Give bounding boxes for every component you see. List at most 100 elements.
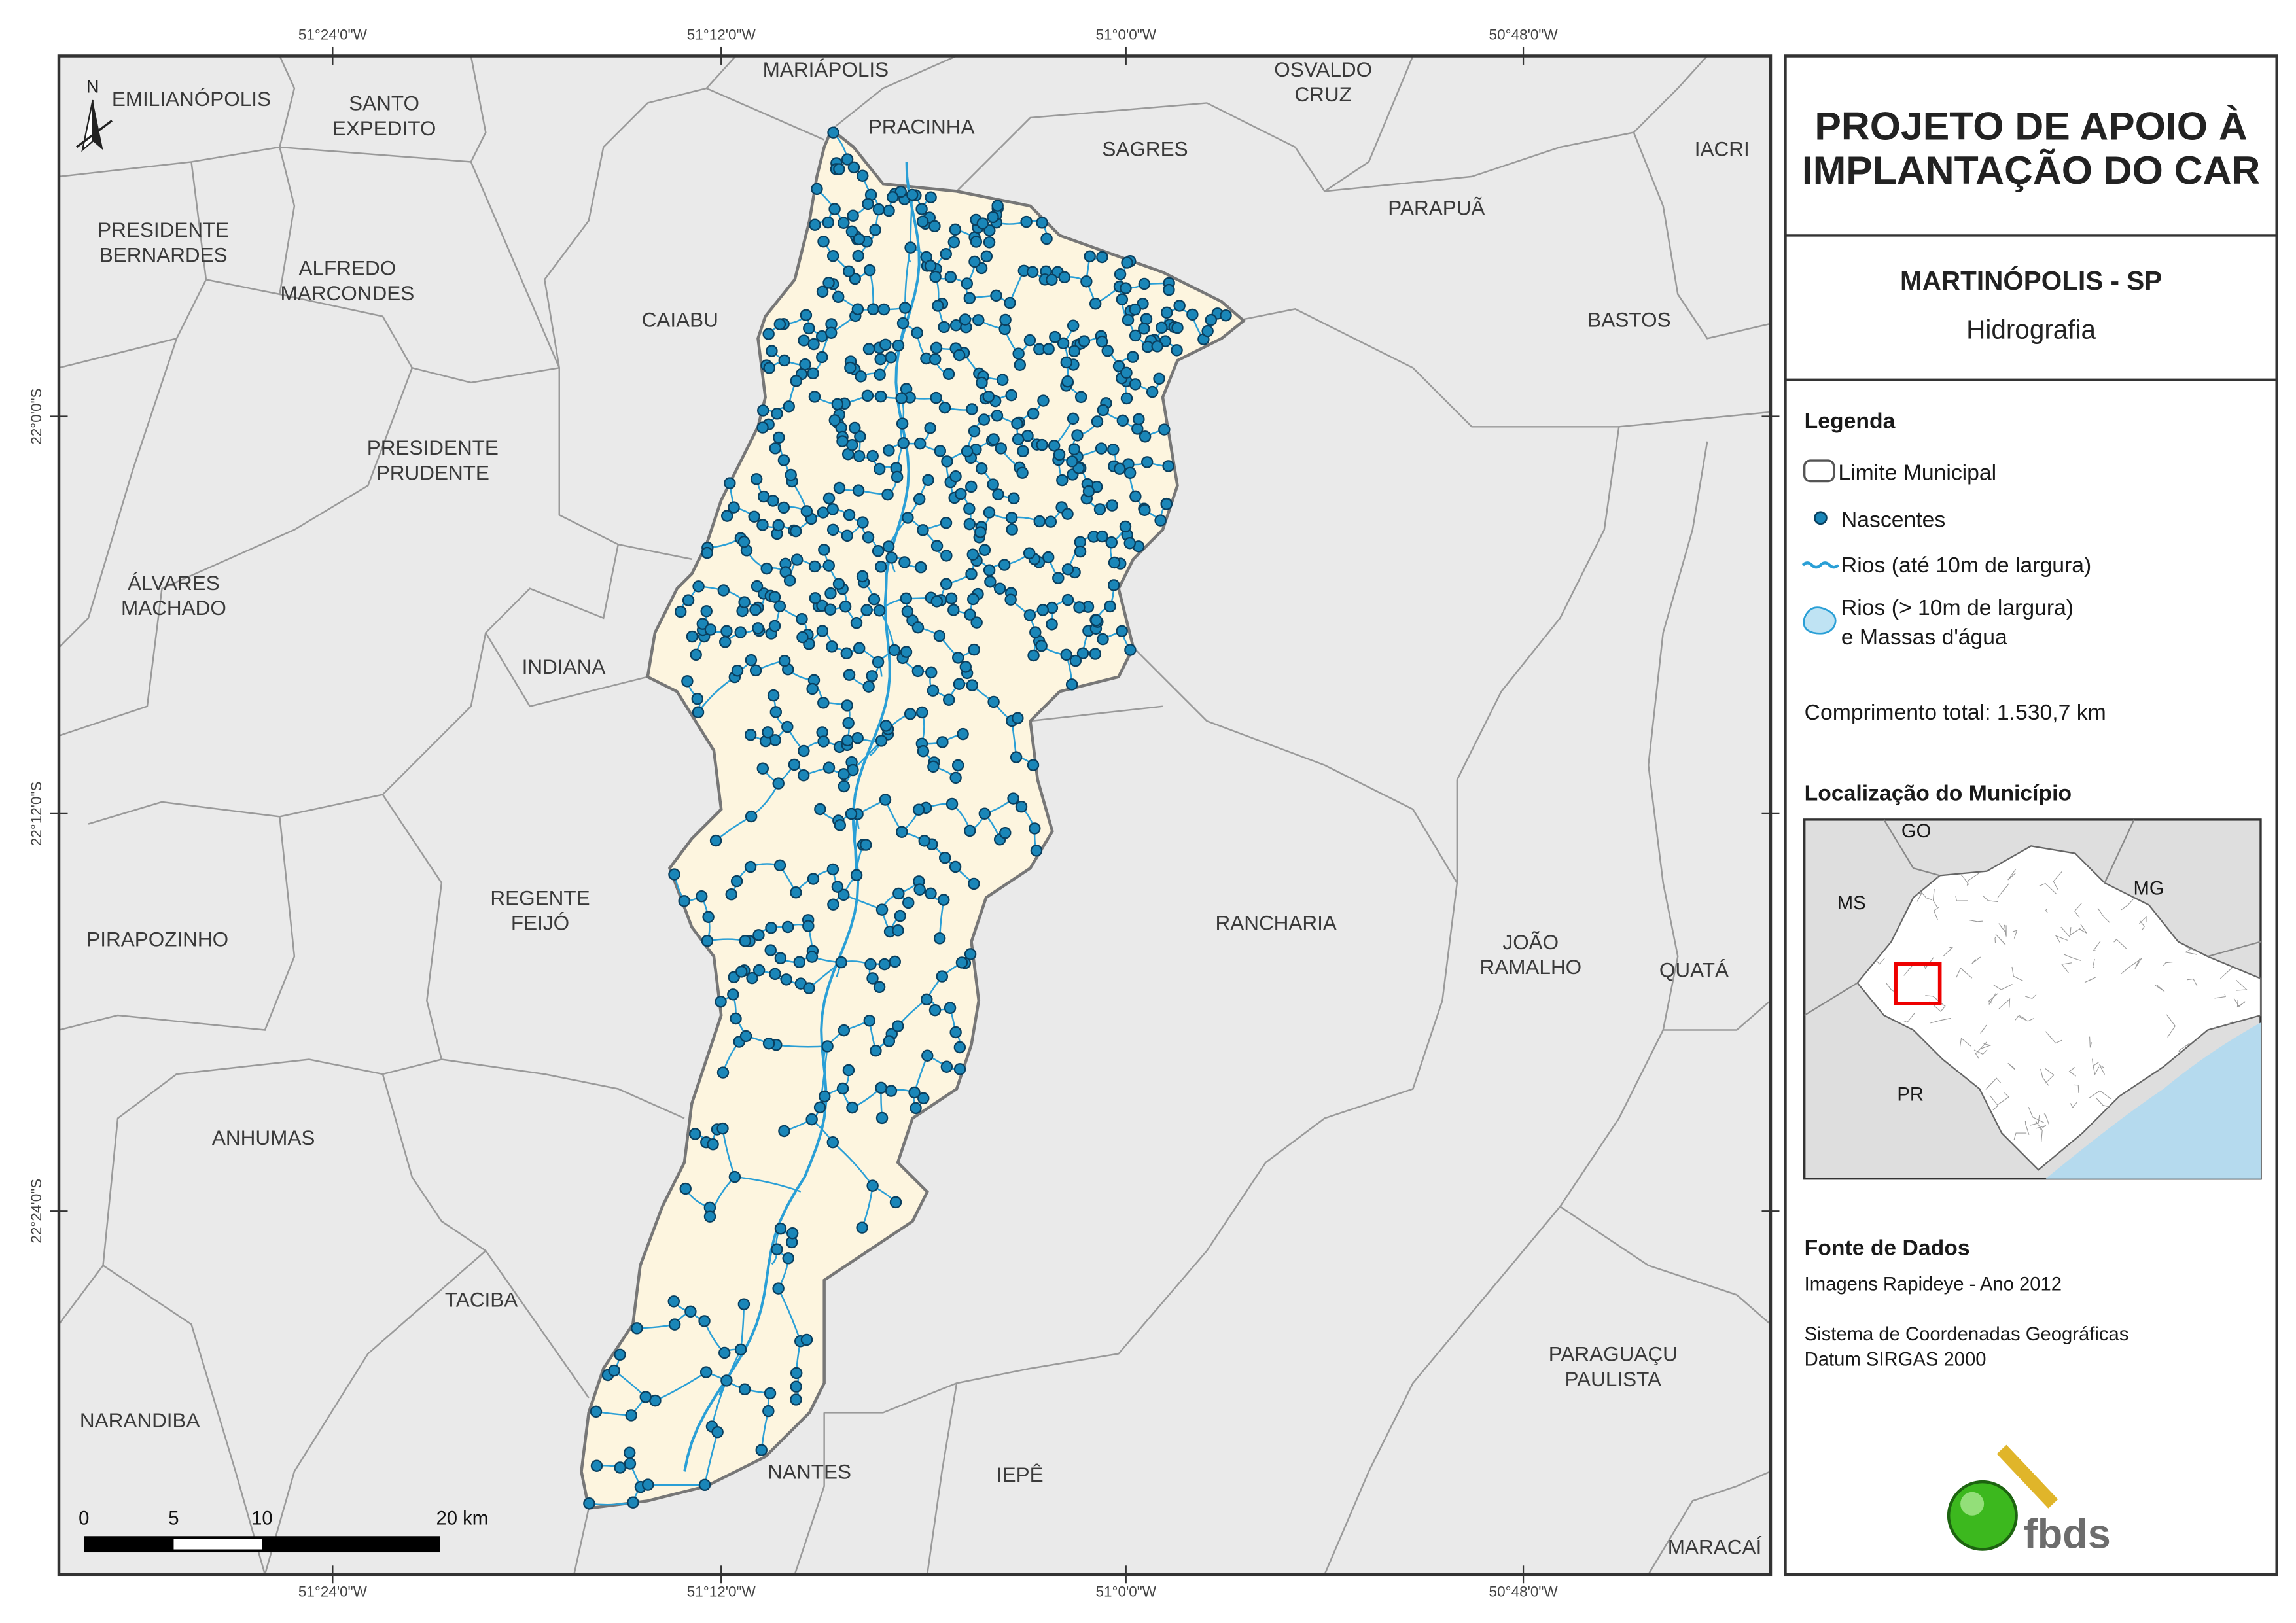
spring [838, 780, 851, 793]
spring [1120, 366, 1133, 379]
municipality-label: ÁLVARES [128, 571, 220, 595]
spring [1101, 345, 1114, 357]
spring [874, 390, 887, 403]
spring [933, 629, 946, 642]
spring [1012, 712, 1024, 724]
spring [1060, 356, 1073, 369]
spring [1065, 678, 1078, 691]
inset-municipal-line [2139, 920, 2145, 931]
spring [1133, 413, 1145, 426]
inset-municipal-line [1969, 920, 1983, 922]
spring [963, 517, 976, 531]
municipality-label: PIRAPOZINHO [86, 927, 228, 951]
spring [1027, 649, 1040, 662]
spring [862, 198, 874, 211]
spring [898, 556, 911, 568]
inset-municipal-line [2184, 947, 2197, 955]
spring [842, 717, 855, 729]
spring [1089, 648, 1102, 660]
spring [897, 437, 910, 449]
inset-municipal-line [1998, 998, 2011, 1009]
spring [1138, 323, 1150, 335]
spring [590, 1459, 603, 1472]
spring [778, 1125, 790, 1138]
logo-shine [1960, 1492, 1985, 1516]
inset-label: MG [2133, 879, 2164, 899]
logo-bar [1996, 1444, 2058, 1509]
spring [1091, 415, 1104, 428]
spring [983, 224, 996, 237]
spring [990, 289, 1002, 302]
spring [873, 604, 886, 617]
spring [849, 421, 861, 434]
spring [1122, 313, 1135, 326]
inset-municipal-line [2064, 954, 2082, 962]
spring [921, 993, 933, 1006]
spring [1049, 330, 1061, 343]
spring [1061, 375, 1074, 388]
spring [879, 794, 892, 806]
inset-municipal-line [2098, 1064, 2106, 1075]
spring [1071, 429, 1084, 442]
logo-text: fbds [2024, 1511, 2111, 1557]
spring [983, 236, 996, 249]
spring [860, 839, 872, 851]
spring [875, 1111, 889, 1125]
spring [1005, 512, 1018, 524]
spring [691, 693, 704, 705]
municipality-label: PARAPUÃ [1388, 196, 1485, 219]
spring [1127, 351, 1139, 363]
spring [940, 1060, 953, 1073]
spring [1173, 300, 1186, 312]
spring [1076, 647, 1089, 659]
spring [913, 883, 926, 896]
spring [913, 493, 926, 506]
spring [965, 480, 978, 493]
spring [1057, 337, 1070, 350]
spring [953, 1063, 966, 1075]
legend-icon-river [1801, 561, 1840, 569]
spring [807, 367, 819, 380]
spring [1017, 445, 1029, 457]
spring [847, 209, 859, 222]
spring [1160, 498, 1173, 510]
spring [1008, 492, 1020, 505]
spring [964, 824, 976, 837]
spring [756, 421, 769, 434]
municipal-boundary [1030, 705, 1163, 722]
spring [762, 1405, 775, 1418]
spring [762, 726, 774, 739]
spring [1005, 389, 1017, 402]
spring [942, 693, 955, 706]
spring [851, 303, 864, 315]
spring [774, 1222, 787, 1235]
spring [816, 285, 829, 298]
spring [983, 506, 996, 519]
spring [940, 247, 952, 260]
inset-municipal-line [2187, 978, 2198, 986]
inset-municipal-line [1943, 947, 1954, 957]
spring [1007, 792, 1019, 805]
spring [911, 665, 925, 678]
spring [826, 1136, 839, 1149]
coordinate-label: 22°0'0"S [28, 388, 44, 444]
spring [806, 682, 819, 695]
spring [739, 1030, 752, 1043]
inset-label: GO [1901, 821, 1931, 842]
spring [1068, 345, 1081, 357]
municipality-label: NARANDIBA [80, 1408, 200, 1432]
spring [1027, 759, 1040, 771]
title-line: IMPLANTAÇÃO DO CAR [1802, 148, 2260, 192]
municipality-label: ANHUMAS [212, 1126, 315, 1149]
municipal-boundary [59, 367, 413, 737]
spring [717, 584, 730, 597]
spring [904, 708, 917, 720]
spring [1020, 215, 1033, 228]
spring [846, 439, 858, 451]
spring [1069, 654, 1082, 667]
spring [854, 430, 866, 443]
spring [814, 803, 826, 816]
subtitle: MARTINÓPOLIS - SP [1900, 266, 2162, 296]
spring [838, 768, 850, 780]
spring [917, 524, 929, 536]
